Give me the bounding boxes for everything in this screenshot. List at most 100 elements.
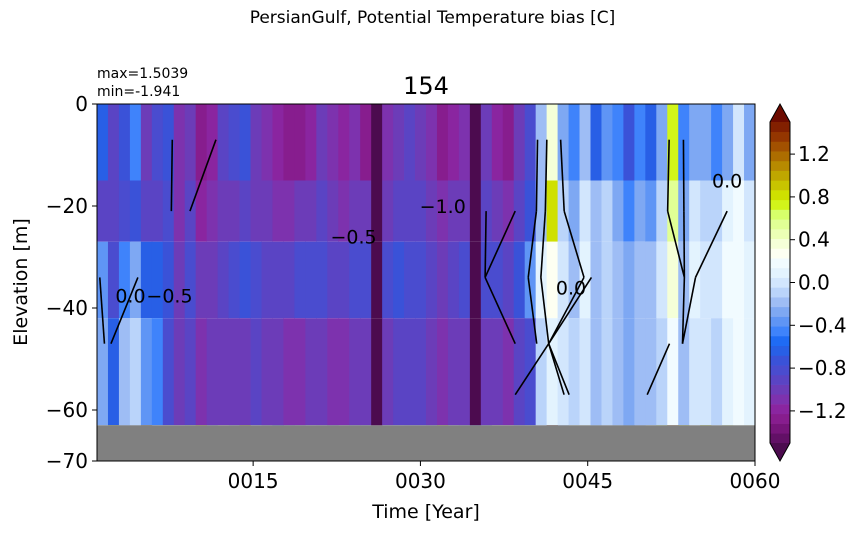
heatmap-cell — [228, 180, 240, 242]
heatmap-cell — [173, 180, 186, 242]
heatmap-cell — [250, 104, 262, 181]
heatmap-cell — [656, 180, 668, 242]
heatmap-cell — [744, 241, 756, 319]
heatmap-cell — [711, 104, 723, 181]
heatmap-cell — [601, 318, 613, 426]
heatmap-cell — [722, 104, 734, 181]
contour-segment — [563, 210, 585, 278]
heatmap-cell — [744, 180, 756, 242]
colorbar-band — [770, 365, 790, 376]
heatmap-cell — [294, 104, 306, 181]
heatmap-cell — [107, 180, 120, 242]
colorbar-band — [770, 297, 790, 308]
heatmap-cell — [217, 104, 229, 181]
colorbar-band — [770, 374, 790, 385]
x-tick-label: 0045 — [562, 469, 613, 493]
heatmap-cell — [261, 104, 273, 181]
colorbar-band — [770, 277, 790, 288]
heatmap-cell — [733, 180, 745, 242]
heatmap-cell — [689, 318, 701, 426]
heatmap-cell — [590, 180, 602, 242]
x-axis-label: Time [Year] — [371, 501, 480, 523]
heatmap-cell — [601, 104, 613, 181]
heatmap-cell — [371, 241, 383, 319]
heatmap-cell — [97, 104, 109, 181]
contour-segment — [540, 211, 547, 278]
heatmap-cell — [590, 241, 602, 319]
heatmap-cell — [393, 104, 405, 181]
heatmap-cell — [733, 104, 745, 181]
heatmap-cell — [579, 318, 591, 426]
heatmap-cell — [272, 241, 284, 319]
colorbar-tick-label: 0.8 — [798, 185, 830, 209]
heatmap-cell — [623, 104, 635, 181]
heatmap-cell — [590, 104, 602, 181]
heatmap-cell — [327, 104, 339, 181]
heatmap-cell — [118, 241, 131, 319]
colorbar-tick-label: −0.8 — [798, 356, 847, 380]
heatmap-cell — [327, 241, 339, 319]
heatmap-cell — [140, 180, 153, 242]
heatmap-cell — [447, 180, 460, 242]
heatmap-cell — [294, 318, 306, 426]
colorbar-band — [770, 209, 790, 220]
contour-segment — [646, 343, 671, 396]
heatmap-cell — [513, 241, 526, 319]
heatmap-cell — [426, 180, 438, 242]
heatmap-cell — [513, 180, 526, 242]
heatmap-cell — [206, 104, 219, 181]
contour-segment — [484, 277, 516, 345]
colorbar-band — [770, 131, 790, 142]
heatmap-cell — [371, 180, 383, 242]
heatmap-cell — [667, 104, 679, 181]
heatmap-cell — [557, 318, 569, 426]
heatmap-cell — [502, 180, 515, 242]
heatmap-cell — [338, 180, 350, 242]
heatmap-cell — [480, 318, 493, 426]
heatmap-cell — [535, 180, 548, 242]
heatmap-cell — [107, 104, 120, 181]
heatmap-cell — [371, 318, 383, 426]
colorbar-band — [770, 248, 790, 259]
heatmap-cell — [173, 318, 186, 426]
heatmap-cell — [184, 318, 197, 426]
heatmap-cell — [118, 104, 131, 181]
heatmap-cell — [436, 180, 449, 242]
contour-segment — [484, 211, 487, 278]
heatmap-cell — [700, 104, 712, 181]
heatmap-cell — [217, 318, 229, 426]
heatmap-cell — [733, 318, 745, 426]
heatmap-cell — [513, 104, 526, 181]
colorbar-tick-label: 1.2 — [798, 142, 830, 166]
heatmap-cell — [612, 318, 624, 426]
heatmap-cell — [217, 241, 229, 319]
y-tick-label: 0 — [75, 92, 88, 116]
plot-title: 154 — [403, 72, 449, 100]
heatmap-cell — [634, 104, 646, 181]
y-tick-label: −40 — [46, 296, 88, 320]
heatmap-cell — [283, 241, 295, 319]
heatmap-cell — [524, 241, 537, 319]
contour-segment — [484, 210, 516, 278]
contour-segment — [544, 139, 548, 212]
contour-label: −0.5 — [330, 227, 376, 249]
colorbar-extend-max — [770, 104, 790, 122]
heatmap-cell — [568, 318, 580, 426]
heatmap-cell — [689, 180, 701, 242]
heatmap-cell — [436, 318, 449, 426]
colorbar-band — [770, 345, 790, 356]
heatmap-cell — [338, 241, 350, 319]
heatmap-cell — [480, 104, 493, 181]
heatmap-cell — [261, 180, 273, 242]
heatmap-cell — [557, 104, 569, 181]
heatmap-cell — [524, 180, 537, 242]
heatmap-cell — [601, 241, 613, 319]
colorbar-band — [770, 199, 790, 210]
heatmap-cell — [107, 318, 120, 426]
colorbar-band — [770, 404, 790, 415]
contour-segment — [548, 276, 593, 345]
heatmap-cell — [404, 104, 416, 181]
heatmap-cell — [195, 318, 208, 426]
contour-label: 0.0 — [115, 285, 145, 307]
heatmap-cell — [129, 318, 142, 426]
